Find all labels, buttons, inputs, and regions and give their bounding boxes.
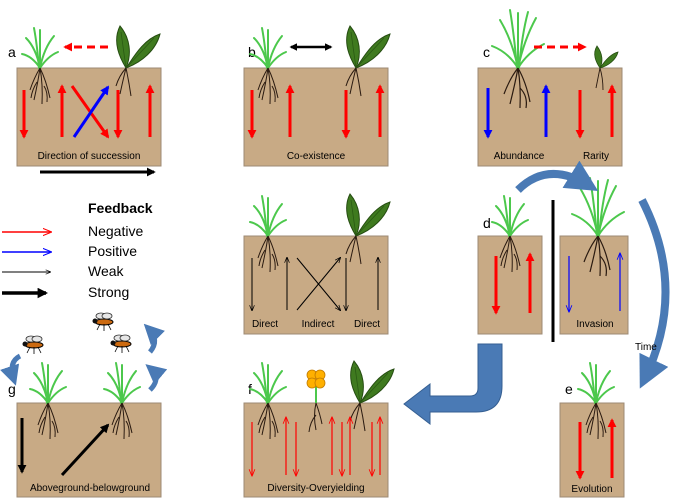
panel-caption-right: Direct <box>354 319 380 330</box>
soil-block-d-invaded <box>559 235 629 335</box>
legend-title: Feedback <box>88 200 153 216</box>
panel-g: g Aboveground-belowground <box>0 312 168 498</box>
panel-caption: Co-existence <box>287 151 346 162</box>
soil-block-d-native <box>477 235 543 335</box>
insect-icon <box>92 312 114 332</box>
flower-plant-icon <box>306 369 326 433</box>
panel-d: d Invasion Time <box>477 160 670 389</box>
soil-block-mid <box>243 235 389 335</box>
legend-label: Positive <box>88 243 137 259</box>
soil-block-e <box>559 402 625 498</box>
panel-letter-a: a <box>8 44 16 60</box>
soil-block-c <box>477 67 623 167</box>
panel-e: e Evolution <box>559 362 625 498</box>
panel-letter-e: e <box>565 381 573 397</box>
flow-arrow-to-diversity <box>403 343 503 426</box>
herbivory-cycle-arrow <box>145 364 168 392</box>
panel-caption-left: Abundance <box>494 151 545 162</box>
legend: Feedback Negative Positive Weak Strong <box>2 200 153 300</box>
feedback-arrow <box>296 258 340 311</box>
soil-block-g <box>16 402 162 498</box>
panel-caption-right: Rarity <box>583 151 609 162</box>
panel-c: c Abundance Rarity <box>477 9 623 167</box>
panel-letter-b: b <box>248 44 256 60</box>
panel-a: a Direction of succession <box>8 25 162 177</box>
panel-letter-d: d <box>483 215 491 231</box>
insect-icon <box>22 335 44 355</box>
herbivory-cycle-arrow <box>143 323 165 354</box>
panel-caption-left: Direct <box>252 319 278 330</box>
dispersal-arrow <box>515 160 599 193</box>
feedback-arrow <box>60 423 110 477</box>
panel-f: f Diversity-Overyielding <box>243 360 395 498</box>
legend-label: Negative <box>88 223 143 239</box>
time-arrow <box>638 198 670 389</box>
insect-icon <box>110 334 132 354</box>
legend-label: Weak <box>88 263 125 279</box>
panel-caption: Diversity-Overyielding <box>267 483 364 494</box>
soil-block-b <box>243 67 389 167</box>
herbivory-cycle-arrow <box>0 353 22 386</box>
panel-caption-right: Invasion <box>576 319 613 330</box>
feedback-arrow <box>72 85 110 138</box>
panel-caption: Direction of succession <box>38 151 141 162</box>
panel-caption-center: Indirect <box>302 319 335 330</box>
panel-direct-indirect: Direct Indirect Direct <box>243 193 391 335</box>
panel-letter-g: g <box>8 381 16 397</box>
panel-letter-c: c <box>483 44 490 60</box>
panel-caption: Evolution <box>571 484 612 495</box>
time-label: Time <box>635 342 657 353</box>
panel-b: b Co-existence <box>243 25 391 167</box>
legend-label: Strong <box>88 284 129 300</box>
panel-caption: Aboveground-belowground <box>30 483 150 494</box>
